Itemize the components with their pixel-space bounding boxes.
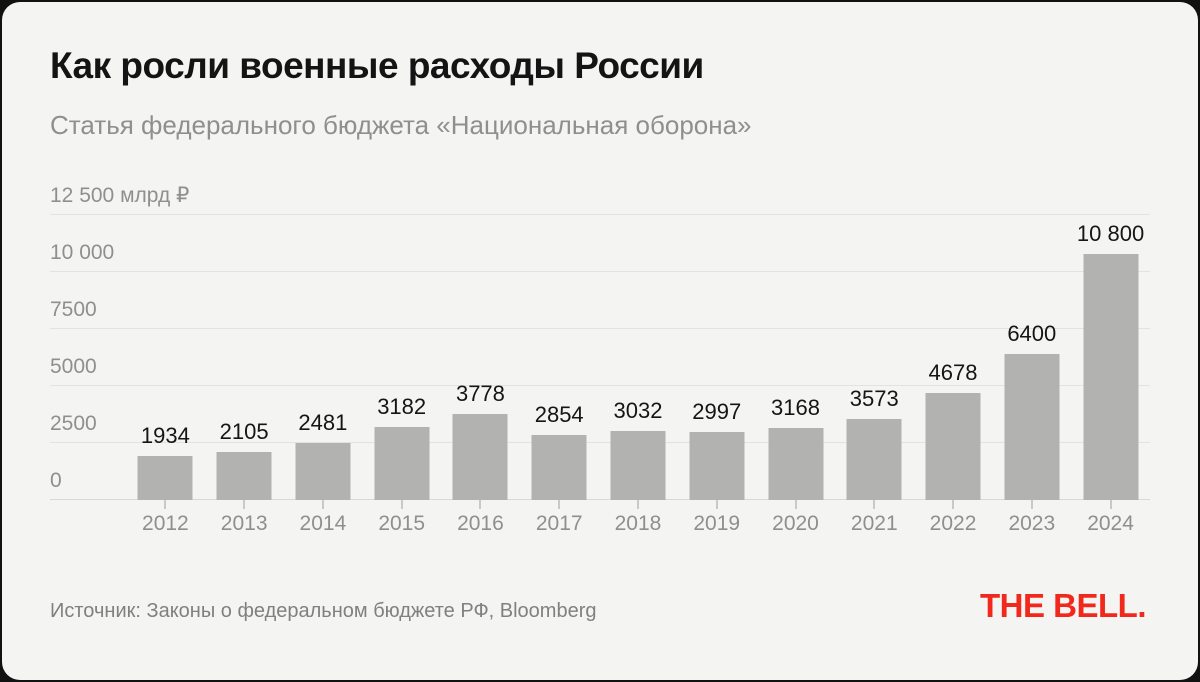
the-bell-logo: THE BELL. <box>980 587 1147 624</box>
xtick-label-2024: 2024 <box>1087 512 1134 535</box>
bar-2023 <box>1004 354 1060 500</box>
bars-container: 1934 2012 2105 2013 2481 2014 3182 2015 3778 2016… <box>126 215 1150 535</box>
xtick-2016 <box>479 500 482 509</box>
xtick-2024 <box>1109 500 1112 509</box>
bar-2016 <box>452 413 508 500</box>
bar-slot-2015: 3182 2015 <box>362 215 441 535</box>
bar-2015 <box>374 427 430 500</box>
bar-slot-2014: 2481 2014 <box>284 215 363 535</box>
bar-2013 <box>216 452 272 500</box>
bar-2020 <box>768 427 823 500</box>
bar-value-2020: 3168 <box>771 394 820 420</box>
bar-2024 <box>1083 253 1139 500</box>
bar-value-2019: 2997 <box>692 398 742 424</box>
xtick-label-2015: 2015 <box>378 512 426 535</box>
bar-slot-2013: 2105 2013 <box>205 215 284 535</box>
xtick-label-2020: 2020 <box>772 512 819 535</box>
bar-value-2012: 1934 <box>140 422 190 448</box>
bar-slot-2017: 2854 2017 <box>520 215 599 535</box>
bar-slot-2023: 6400 2023 <box>992 215 1071 535</box>
bar-value-2018: 3032 <box>613 397 663 423</box>
bar-slot-2018: 3032 2018 <box>599 215 678 535</box>
xtick-2015 <box>400 500 403 509</box>
gridline-10000 <box>50 271 1150 272</box>
bar-value-2016: 3778 <box>455 380 505 406</box>
ytick-label-12500: 12 500 млрд ₽ <box>50 184 190 207</box>
ytick-label-2500: 2500 <box>50 412 97 435</box>
xtick-2018 <box>636 500 639 509</box>
bar-slot-2024: 10 800 2024 <box>1071 215 1150 535</box>
bar-2017 <box>531 434 587 500</box>
bar-value-2013: 2105 <box>219 419 269 445</box>
bar-value-2015: 3182 <box>377 394 427 420</box>
ytick-label-7500: 7500 <box>50 298 97 321</box>
xtick-label-2019: 2019 <box>693 512 741 535</box>
bar-value-2022: 4678 <box>928 360 978 386</box>
xtick-2017 <box>558 500 561 509</box>
bar-slot-2020: 3168 2020 <box>756 215 835 535</box>
ytick-label-10000: 10 000 <box>50 241 115 264</box>
source-note: Источник: Законы о федеральном бюджете Р… <box>50 600 597 622</box>
chart-subtitle: Статья федерального бюджета «Национальна… <box>50 110 752 140</box>
bar-2012 <box>137 455 193 500</box>
bar-2019 <box>689 431 745 500</box>
bar-value-2017: 2854 <box>534 401 584 427</box>
xtick-2023 <box>1030 500 1033 509</box>
bar-2014 <box>295 443 351 500</box>
bar-slot-2012: 1934 2012 <box>126 215 205 535</box>
bar-slot-2022: 4678 2022 <box>914 215 993 535</box>
bar-value-2024: 10 800 <box>1076 220 1145 246</box>
xtick-label-2023: 2023 <box>1008 512 1056 535</box>
gridline-5000 <box>50 385 1150 386</box>
xtick-2013 <box>243 500 246 509</box>
bar-chart: 0 2500 5000 7500 10 000 12 500 млрд ₽ 1934 201… <box>50 184 1150 535</box>
ytick-label-0: 0 <box>50 469 62 492</box>
xtick-label-2016: 2016 <box>457 512 504 535</box>
gridline-0 <box>50 499 1150 500</box>
bar-slot-2019: 2997 2019 <box>677 215 756 535</box>
bar-value-2021: 3573 <box>849 385 899 411</box>
chart-title: Как росли военные расходы России <box>50 45 704 86</box>
bar-2018 <box>610 430 666 500</box>
xtick-label-2022: 2022 <box>929 512 977 535</box>
bar-2022 <box>925 393 981 500</box>
xtick-2014 <box>321 500 324 509</box>
xtick-label-2014: 2014 <box>299 512 347 535</box>
bar-slot-2016: 3778 2016 <box>441 215 520 535</box>
bar-value-2023: 6400 <box>1007 321 1057 347</box>
ytick-label-5000: 5000 <box>50 355 97 378</box>
xtick-label-2013: 2013 <box>220 512 268 535</box>
xtick-2021 <box>873 500 876 509</box>
xtick-label-2018: 2018 <box>614 512 662 535</box>
bar-slot-2021: 3573 2021 <box>835 215 914 535</box>
xtick-2019 <box>715 500 718 509</box>
xtick-2012 <box>164 500 167 509</box>
xtick-2022 <box>952 500 955 509</box>
bar-value-2014: 2481 <box>298 410 348 436</box>
gridline-12500 <box>50 214 1150 215</box>
bar-2021 <box>846 418 902 500</box>
gridline-2500 <box>50 442 1150 443</box>
xtick-label-2012: 2012 <box>142 512 189 535</box>
xtick-label-2021: 2021 <box>850 512 898 535</box>
xtick-2020 <box>794 500 797 509</box>
xtick-label-2017: 2017 <box>535 512 583 535</box>
gridline-7500 <box>50 328 1150 329</box>
